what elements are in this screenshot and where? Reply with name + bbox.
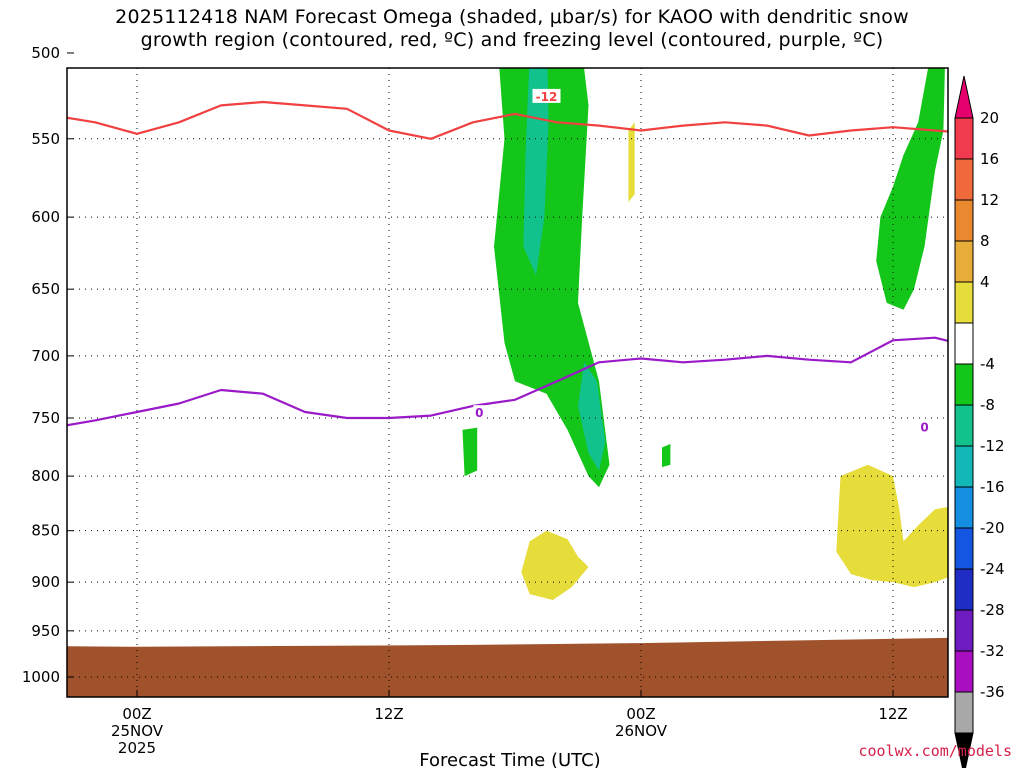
x-tick-year-0: 2025 xyxy=(118,739,156,757)
colorbar-label-6: -8 xyxy=(980,396,995,414)
y-tick-label-700: 700 xyxy=(31,347,60,365)
contour-label-6: 0 xyxy=(475,406,483,420)
omega-region-16 xyxy=(836,464,948,588)
colorbar-cell-0 xyxy=(954,117,974,160)
y-tick-label-1000: 1000 xyxy=(22,668,60,686)
colorbar-cell-5 xyxy=(954,322,974,365)
x-tick-label-0: 00Z xyxy=(122,705,151,723)
y-tick-label-950: 950 xyxy=(31,622,60,640)
chart-title: 2025112418 NAM Forecast Omega (shaded, μ… xyxy=(0,6,1024,52)
colorbar-cell-7 xyxy=(954,404,974,447)
contour-label-1: -18 xyxy=(620,0,642,4)
chart-title-line2: growth region (contoured, red, ºC) and f… xyxy=(140,29,884,51)
colorbar-cell-12 xyxy=(954,609,974,652)
colorbar-label-8: -16 xyxy=(980,478,1005,496)
colorbar: 20 16 12 8 4 -4 -8 -12 -16 -20 -24 -28 -32 -36 xyxy=(954,75,1005,768)
omega-region-6 xyxy=(462,427,478,477)
contour-line-1 xyxy=(67,100,948,140)
colorbar-label-4: 4 xyxy=(980,273,990,291)
contour-label-bg-0 xyxy=(144,27,172,41)
omega-region-8 xyxy=(876,68,945,310)
colorbar-top-arrow xyxy=(954,75,974,119)
chart-title-line1: 2025112418 NAM Forecast Omega (shaded, μ… xyxy=(115,6,909,28)
contour-label-0: -18 xyxy=(147,28,169,42)
colorbar-label-1: 16 xyxy=(980,150,999,168)
omega-region-7 xyxy=(662,444,671,468)
contour-label-bg-6 xyxy=(473,405,486,420)
colorbar-cell-11 xyxy=(954,568,974,611)
contour-label-2: -12 xyxy=(536,90,558,104)
omega-region-15 xyxy=(628,122,635,202)
colorbar-label-11: -28 xyxy=(980,601,1005,619)
y-tick-label-650: 650 xyxy=(31,280,60,298)
colorbar-label-3: 8 xyxy=(980,232,990,250)
y-tick-label-800: 800 xyxy=(31,467,60,485)
colorbar-label-12: -32 xyxy=(980,642,1005,660)
colorbar-cell-14 xyxy=(954,691,974,734)
contour-label-bg-7 xyxy=(918,419,931,434)
colorbar-label-2: 12 xyxy=(980,191,999,209)
x-tick-label-36: 12Z xyxy=(878,705,907,723)
contour-label-bg-2 xyxy=(532,88,561,103)
colorbar-cell-8 xyxy=(954,445,974,488)
x-tick-label-12: 12Z xyxy=(374,705,403,723)
colorbar-cell-9 xyxy=(954,486,974,529)
contour-label-bg-1 xyxy=(617,0,645,3)
plot-frame xyxy=(66,67,949,698)
y-tick-label-500: 500 xyxy=(31,44,60,62)
colorbar-bottom-arrow xyxy=(954,732,974,768)
colorbar-cell-10 xyxy=(954,527,974,570)
y-tick-label-600: 600 xyxy=(31,208,60,226)
contour-label-7: 0 xyxy=(920,421,928,435)
colorbar-cell-6 xyxy=(954,363,974,406)
colorbar-cell-13 xyxy=(954,650,974,693)
colorbar-cell-1 xyxy=(954,158,974,201)
y-tick-label-550: 550 xyxy=(31,130,60,148)
omega-region-13 xyxy=(578,362,606,471)
x-axis-label: Forecast Time (UTC) xyxy=(419,750,600,768)
y-tick-label-750: 750 xyxy=(31,409,60,427)
x-tick-date-0: 25NOV xyxy=(111,722,164,740)
colorbar-label-7: -12 xyxy=(980,437,1005,455)
y-tick-label-850: 850 xyxy=(31,522,60,540)
colorbar-label-0: 20 xyxy=(980,109,999,127)
omega-region-4 xyxy=(494,68,610,488)
colorbar-cell-2 xyxy=(954,199,974,242)
colorbar-label-9: -20 xyxy=(980,519,1005,537)
x-tick-date-24: 26NOV xyxy=(615,722,668,740)
y-tick-label-900: 900 xyxy=(31,573,60,591)
contour-line-2 xyxy=(67,336,948,427)
ground-terrain xyxy=(67,637,948,697)
colorbar-cell-3 xyxy=(954,240,974,283)
colorbar-label-10: -24 xyxy=(980,560,1005,578)
colorbar-label-5: -4 xyxy=(980,355,995,373)
colorbar-cell-4 xyxy=(954,281,974,324)
omega-region-14 xyxy=(521,530,589,600)
x-tick-label-24: 00Z xyxy=(626,705,655,723)
colorbar-label-13: -36 xyxy=(980,683,1005,701)
watermark: coolwx.com/models xyxy=(858,742,1012,760)
